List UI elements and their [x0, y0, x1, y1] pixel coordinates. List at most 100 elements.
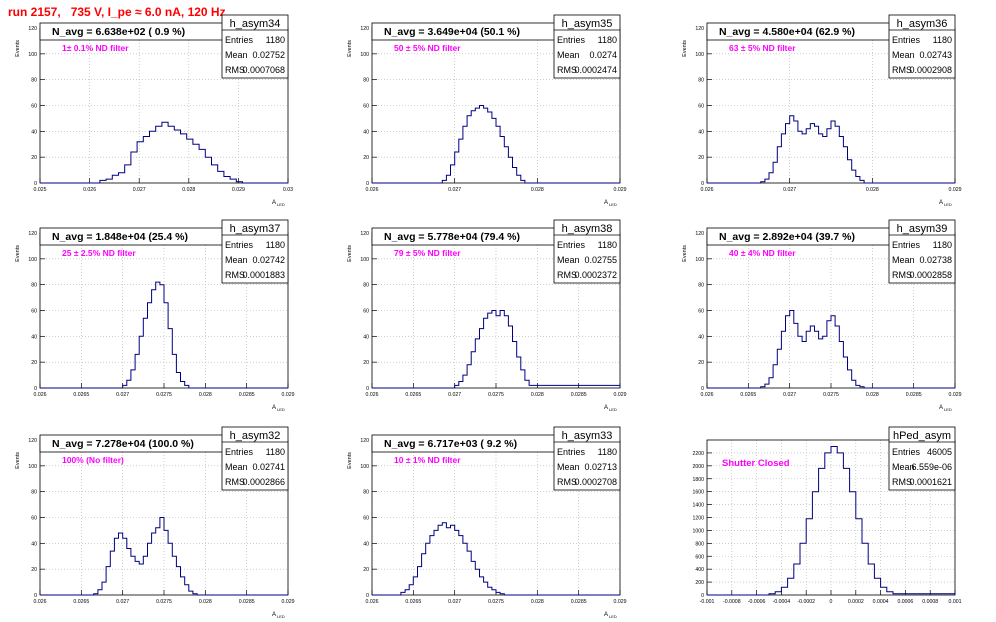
- stats-label-mean: Mean: [225, 255, 248, 265]
- histogram-line-h_asym39: [707, 310, 955, 389]
- x-axis-label: A: [939, 405, 943, 411]
- stats-label-rms: RMS: [557, 65, 577, 75]
- filter-label: 50 ± 5% ND filter: [394, 43, 461, 53]
- x-tick-label: 0.0004: [873, 599, 889, 605]
- y-tick-label: 120: [28, 438, 37, 444]
- stats-label-entries: Entries: [225, 447, 254, 457]
- y-tick-label: 0: [34, 181, 37, 187]
- y-tick-label: 120: [360, 231, 369, 237]
- filter-label: 79 ± 5% ND filter: [394, 248, 461, 258]
- stats-box-frame: [221, 426, 289, 491]
- stats-value-rms: 0.0002858: [909, 270, 952, 280]
- stats-value-rms: 0.0002708: [574, 477, 617, 487]
- x-tick-label: 0.029: [614, 187, 627, 193]
- y-tick-label: 80: [31, 283, 37, 289]
- stats-value-mean: 6.559e-06: [911, 462, 952, 472]
- y-tick-label: 60: [698, 309, 704, 315]
- stats-value-entries: 1180: [266, 447, 285, 457]
- y-axis-label: Events: [15, 40, 21, 57]
- x-tick-label: 0.0285: [571, 599, 587, 605]
- x-tick-label: 0.027: [133, 187, 146, 193]
- stats-label-entries: Entries: [557, 240, 586, 250]
- stats-value-mean: 0.02713: [584, 462, 617, 472]
- x-tick-label: 0.028: [199, 599, 212, 605]
- y-tick-label: 40: [31, 541, 37, 547]
- y-axis-label: Events: [347, 40, 353, 57]
- y-tick-label: 40: [363, 541, 369, 547]
- stats-label-entries: Entries: [557, 35, 586, 45]
- panel-h_asym37: 0.026 0.0265 0.027 0.0275 0.028 0.0285 0.029 0 2…: [15, 219, 295, 412]
- y-tick-label: 120: [28, 26, 37, 32]
- stats-box-frame: [888, 219, 956, 284]
- y-tick-label: 80: [363, 283, 369, 289]
- stats-label-rms: RMS: [892, 65, 912, 75]
- stats-hist-name: h_asym38: [562, 223, 613, 235]
- histogram-line-h_asym32: [40, 517, 288, 596]
- y-axis-label: Events: [682, 245, 688, 262]
- x-axis-label-subscript: LED: [277, 407, 285, 412]
- y-tick-label: 80: [31, 490, 37, 496]
- stats-label-mean: Mean: [557, 50, 580, 60]
- stats-value-entries: 1180: [266, 240, 285, 250]
- panel-h_asym34: 0.025 0.026 0.027 0.028 0.029 0.03 0 20 40 60 80 10…: [15, 14, 293, 207]
- stats-label-entries: Entries: [225, 35, 254, 45]
- stats-box-frame: [553, 426, 621, 491]
- stats-value-entries: 1180: [598, 35, 617, 45]
- histogram-line-h_asym34: [40, 121, 288, 184]
- x-tick-label: 0.029: [282, 599, 295, 605]
- stats-value-mean: 0.02738: [919, 255, 952, 265]
- stats-label-entries: Entries: [892, 447, 921, 457]
- stats-label-entries: Entries: [892, 240, 921, 250]
- y-tick-label: 40: [698, 334, 704, 340]
- y-tick-label: 80: [698, 283, 704, 289]
- y-tick-label: 200: [695, 580, 704, 586]
- y-tick-label: 120: [695, 26, 704, 32]
- y-tick-label: 100: [28, 464, 37, 470]
- stats-value-entries: 1180: [598, 447, 617, 457]
- x-axis-label: A: [939, 200, 943, 206]
- y-tick-label: 120: [28, 231, 37, 237]
- x-tick-label: 0.0285: [571, 392, 587, 398]
- x-tick-label: 0.028: [182, 187, 195, 193]
- navg-label: N_avg = 6.638e+02 ( 0.9 %): [52, 26, 185, 38]
- y-tick-label: 2200: [692, 451, 704, 457]
- stats-value-rms: 0.0002474: [574, 65, 617, 75]
- stats-value-rms: 0.0002372: [574, 270, 617, 280]
- stats-label-rms: RMS: [892, 270, 912, 280]
- x-tick-label: 0.027: [448, 599, 461, 605]
- y-tick-label: 40: [363, 334, 369, 340]
- histogram-line-h_asym38: [372, 310, 621, 389]
- x-tick-label: 0.029: [282, 392, 295, 398]
- y-tick-label: 40: [363, 129, 369, 135]
- histogram-line-hPed_asym: [707, 446, 956, 596]
- y-tick-label: 60: [363, 516, 369, 522]
- stats-hist-name: h_asym36: [897, 18, 948, 30]
- y-tick-label: 80: [363, 78, 369, 84]
- x-tick-label: 0.028: [531, 187, 544, 193]
- y-tick-label: 0: [701, 386, 704, 392]
- stats-value-entries: 1180: [933, 240, 952, 250]
- x-axis-label-subscript: LED: [277, 202, 285, 207]
- navg-label: N_avg = 1.848e+04 (25.4 %): [52, 231, 188, 243]
- y-axis-label: Events: [682, 40, 688, 57]
- stats-box-h_asym37: h_asym37 Entries 1180 Mean 0.02742 RMS0.00018…: [221, 219, 289, 284]
- stats-box-frame: [888, 426, 956, 491]
- y-axis-label: Events: [347, 245, 353, 262]
- stats-label-entries: Entries: [892, 35, 921, 45]
- x-tick-label: -0.0008: [723, 599, 741, 605]
- stats-value-rms: 0.0002866: [242, 477, 285, 487]
- stats-value-entries: 1180: [598, 240, 617, 250]
- y-tick-label: 40: [31, 129, 37, 135]
- x-tick-label: 0.0008: [922, 599, 938, 605]
- filter-label: 1± 0.1% ND filter: [62, 43, 129, 53]
- y-tick-label: 120: [360, 26, 369, 32]
- filter-label: 100% (No filter): [62, 455, 124, 465]
- x-tick-label: -0.001: [700, 599, 715, 605]
- x-tick-label: 0.027: [116, 392, 129, 398]
- x-tick-label: 0.029: [949, 392, 962, 398]
- stats-value-mean: 0.0274: [589, 50, 617, 60]
- x-axis-label: A: [604, 405, 608, 411]
- stats-label-entries: Entries: [557, 447, 586, 457]
- y-tick-label: 60: [363, 104, 369, 110]
